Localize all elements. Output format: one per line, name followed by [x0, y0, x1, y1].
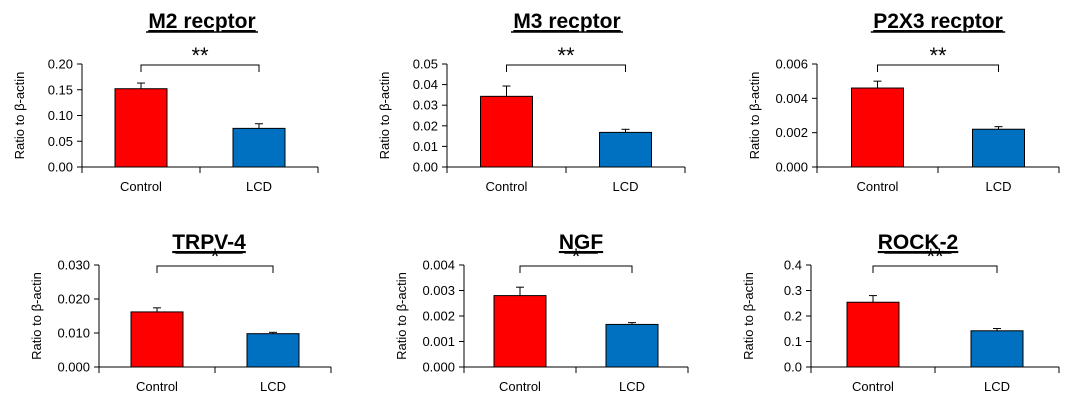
chart-panel: M2 recptor 0.00 0.05 0.10 0.15 0.20 Ratio to β…: [12, 10, 319, 194]
chart-panel: NGF 0.000 0.001 0.002 0.003 0.004 Ratio to β-a…: [394, 231, 689, 394]
y-tick-label: 0.020: [57, 292, 90, 307]
y-tick-label: 0.0: [784, 360, 802, 375]
x-tick-label: Control: [857, 179, 899, 194]
y-axis-label: Ratio to β-actin: [377, 72, 392, 160]
significance-bracket: [519, 265, 633, 273]
chart-panel: M3 recptor 0.00 0.01 0.02 0.03 0.04 0.05 Ratio …: [377, 10, 686, 194]
y-tick-label: 0.003: [422, 283, 455, 298]
x-tick-label: LCD: [985, 179, 1011, 194]
y-tick-label: 0.000: [775, 160, 808, 175]
y-tick-label: 0.00: [48, 160, 73, 175]
x-tick-label: Control: [136, 379, 178, 394]
significance-label: **: [929, 43, 947, 68]
significance-label: *: [211, 244, 220, 269]
chart-title: M2 recptor: [148, 10, 255, 33]
y-tick-label: 0.001: [422, 334, 455, 349]
significance-label: **: [191, 43, 209, 68]
bar-lcd: [232, 127, 286, 168]
significance-label: *: [572, 244, 581, 269]
y-tick-label: 0.2: [784, 309, 802, 324]
y-tick-label: 0.004: [775, 91, 808, 106]
chart-title: P2X3 recptor: [873, 10, 1003, 33]
y-tick-label: 0.4: [784, 258, 802, 273]
y-tick-label: 0.004: [422, 258, 455, 273]
significance-bracket: [506, 64, 626, 72]
bar-lcd: [246, 333, 300, 368]
significance-bracket: [877, 64, 999, 72]
y-tick-label: 0.030: [57, 258, 90, 273]
significance-bracket: [140, 64, 260, 72]
x-tick-label: LCD: [246, 179, 272, 194]
bar-control: [846, 301, 900, 368]
significance-label: **: [926, 244, 944, 269]
y-tick-label: 0.05: [413, 57, 438, 72]
y-tick-label: 0.02: [413, 118, 438, 133]
y-tick-label: 0.15: [48, 82, 73, 97]
bar-control: [114, 88, 168, 168]
significance-bracket: [156, 265, 274, 273]
y-tick-label: 0.03: [413, 98, 438, 113]
y-tick-label: 0.000: [422, 360, 455, 375]
y-axis-label: Ratio to β-actin: [747, 72, 762, 160]
bar-control: [851, 87, 904, 168]
y-axis-label: Ratio to β-actin: [394, 272, 409, 360]
x-tick-label: LCD: [619, 379, 645, 394]
x-tick-label: Control: [499, 379, 541, 394]
x-tick-label: LCD: [612, 179, 638, 194]
chart-panel: TRPV-4 0.000 0.010 0.020 0.030 Ratio to β-act…: [29, 231, 332, 394]
y-tick-label: 0.000: [57, 360, 90, 375]
y-tick-label: 0.05: [48, 134, 73, 149]
bar-control: [493, 295, 547, 368]
y-tick-label: 0.1: [784, 334, 802, 349]
chart-panel: ROCK-2 0.0 0.1 0.2 0.3 0.4 Ratio to β-actin Con…: [741, 231, 1060, 394]
y-axis-label: Ratio to β-actin: [741, 272, 756, 360]
chart-title: ROCK-2: [878, 231, 959, 254]
chart-title: NGF: [559, 231, 604, 254]
y-tick-label: 0.002: [422, 309, 455, 324]
y-tick-label: 0.01: [413, 139, 438, 154]
y-tick-label: 0.20: [48, 57, 73, 72]
bar-lcd: [599, 131, 652, 168]
bar-lcd: [605, 323, 659, 368]
x-tick-label: LCD: [984, 379, 1010, 394]
y-tick-label: 0.10: [48, 108, 73, 123]
y-tick-label: 0.00: [413, 160, 438, 175]
bar-lcd: [972, 128, 1025, 168]
y-tick-label: 0.002: [775, 125, 808, 140]
y-tick-label: 0.010: [57, 326, 90, 341]
bar-control: [480, 95, 533, 168]
y-tick-label: 0.3: [784, 283, 802, 298]
chart-panel: P2X3 recptor 0.000 0.002 0.004 0.006 Ratio to…: [747, 10, 1060, 194]
significance-bracket: [872, 265, 998, 273]
x-tick-label: Control: [486, 179, 528, 194]
bar-lcd: [970, 330, 1024, 368]
y-axis-label: Ratio to β-actin: [29, 272, 44, 360]
x-tick-label: LCD: [260, 379, 286, 394]
x-tick-label: Control: [852, 379, 894, 394]
significance-label: **: [557, 43, 575, 68]
chart-title: TRPV-4: [172, 231, 246, 254]
x-tick-label: Control: [120, 179, 162, 194]
y-tick-label: 0.006: [775, 57, 808, 72]
chart-title: M3 recptor: [513, 10, 620, 33]
y-tick-label: 0.04: [413, 77, 438, 92]
bar-control: [130, 311, 184, 368]
y-axis-label: Ratio to β-actin: [12, 72, 27, 160]
